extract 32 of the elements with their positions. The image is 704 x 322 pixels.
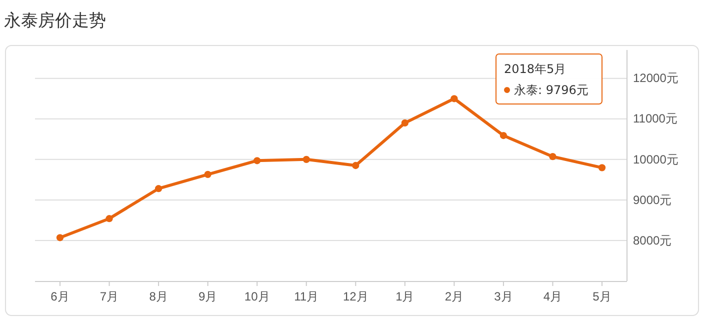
chart-title: 永泰房价走势 (4, 11, 106, 31)
x-tick-label: 8月 (149, 290, 168, 304)
point (401, 119, 408, 127)
x-tick-label: 3月 (494, 290, 513, 304)
point (56, 234, 64, 242)
point (549, 153, 556, 160)
y-tick-label: 10000元 (633, 152, 678, 166)
x-tick-label: 4月 (543, 290, 562, 304)
point (450, 95, 458, 102)
point (500, 132, 508, 140)
point (352, 162, 360, 170)
point (154, 185, 162, 192)
annotation: 2018年5月 (504, 62, 566, 76)
point (204, 170, 212, 178)
point (106, 215, 113, 222)
x-tick-label: 2月 (444, 290, 464, 304)
x-tick-label: 5月 (592, 290, 612, 304)
x-tick-label: 1月 (396, 290, 414, 304)
point (302, 156, 310, 163)
y-tick-label: 11000元 (633, 112, 678, 126)
point (598, 164, 606, 172)
x-tick-label: 10月 (244, 290, 270, 304)
x-tick-label: 11月 (294, 290, 319, 304)
x-tick-label: 12月 (342, 290, 368, 304)
point (254, 157, 261, 164)
x-tick-label: 6月 (50, 290, 70, 304)
y-tick-label: 8000元 (633, 233, 672, 248)
x-tick-label: 9月 (198, 290, 218, 304)
y-tick-label: 12000元 (633, 71, 678, 86)
y-tick-label: 9000元 (633, 192, 672, 207)
annotation: 永泰: 9796元 (514, 83, 588, 97)
x-tick-label: 7月 (100, 290, 119, 304)
